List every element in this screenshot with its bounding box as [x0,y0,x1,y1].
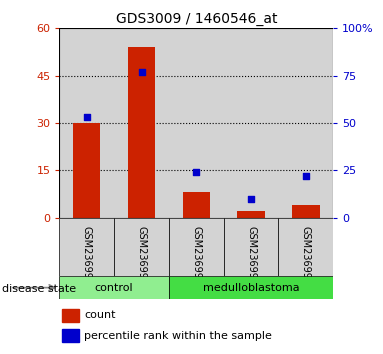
Bar [183,193,210,218]
Text: medulloblastoma: medulloblastoma [203,282,300,293]
Point [193,170,199,175]
Bar [278,218,333,276]
Bar [292,205,319,218]
Bar [59,28,333,218]
Bar [169,218,224,276]
Text: count: count [84,310,116,320]
Bar [169,28,224,218]
Text: percentile rank within the sample: percentile rank within the sample [84,331,272,341]
Text: GSM236996: GSM236996 [191,227,201,285]
Text: GSM236994: GSM236994 [82,227,92,285]
Bar [73,123,100,218]
Point [248,196,254,202]
Bar [237,211,265,218]
Bar [169,276,333,299]
Point [139,69,145,75]
Bar [59,28,114,218]
Bar [62,309,79,322]
Bar [114,28,169,218]
Text: control: control [95,282,133,293]
Bar [224,218,278,276]
Text: disease state: disease state [2,284,76,293]
Bar [278,28,333,218]
Bar [62,329,79,342]
Bar [224,28,278,218]
Text: GSM236995: GSM236995 [136,227,147,286]
Bar [128,47,155,218]
Point [83,114,90,120]
Text: GSM236998: GSM236998 [301,227,311,285]
Point [303,173,309,179]
Bar [114,218,169,276]
Text: GSM236997: GSM236997 [246,227,256,286]
Bar [59,218,114,276]
Bar [59,276,169,299]
Title: GDS3009 / 1460546_at: GDS3009 / 1460546_at [116,12,277,26]
